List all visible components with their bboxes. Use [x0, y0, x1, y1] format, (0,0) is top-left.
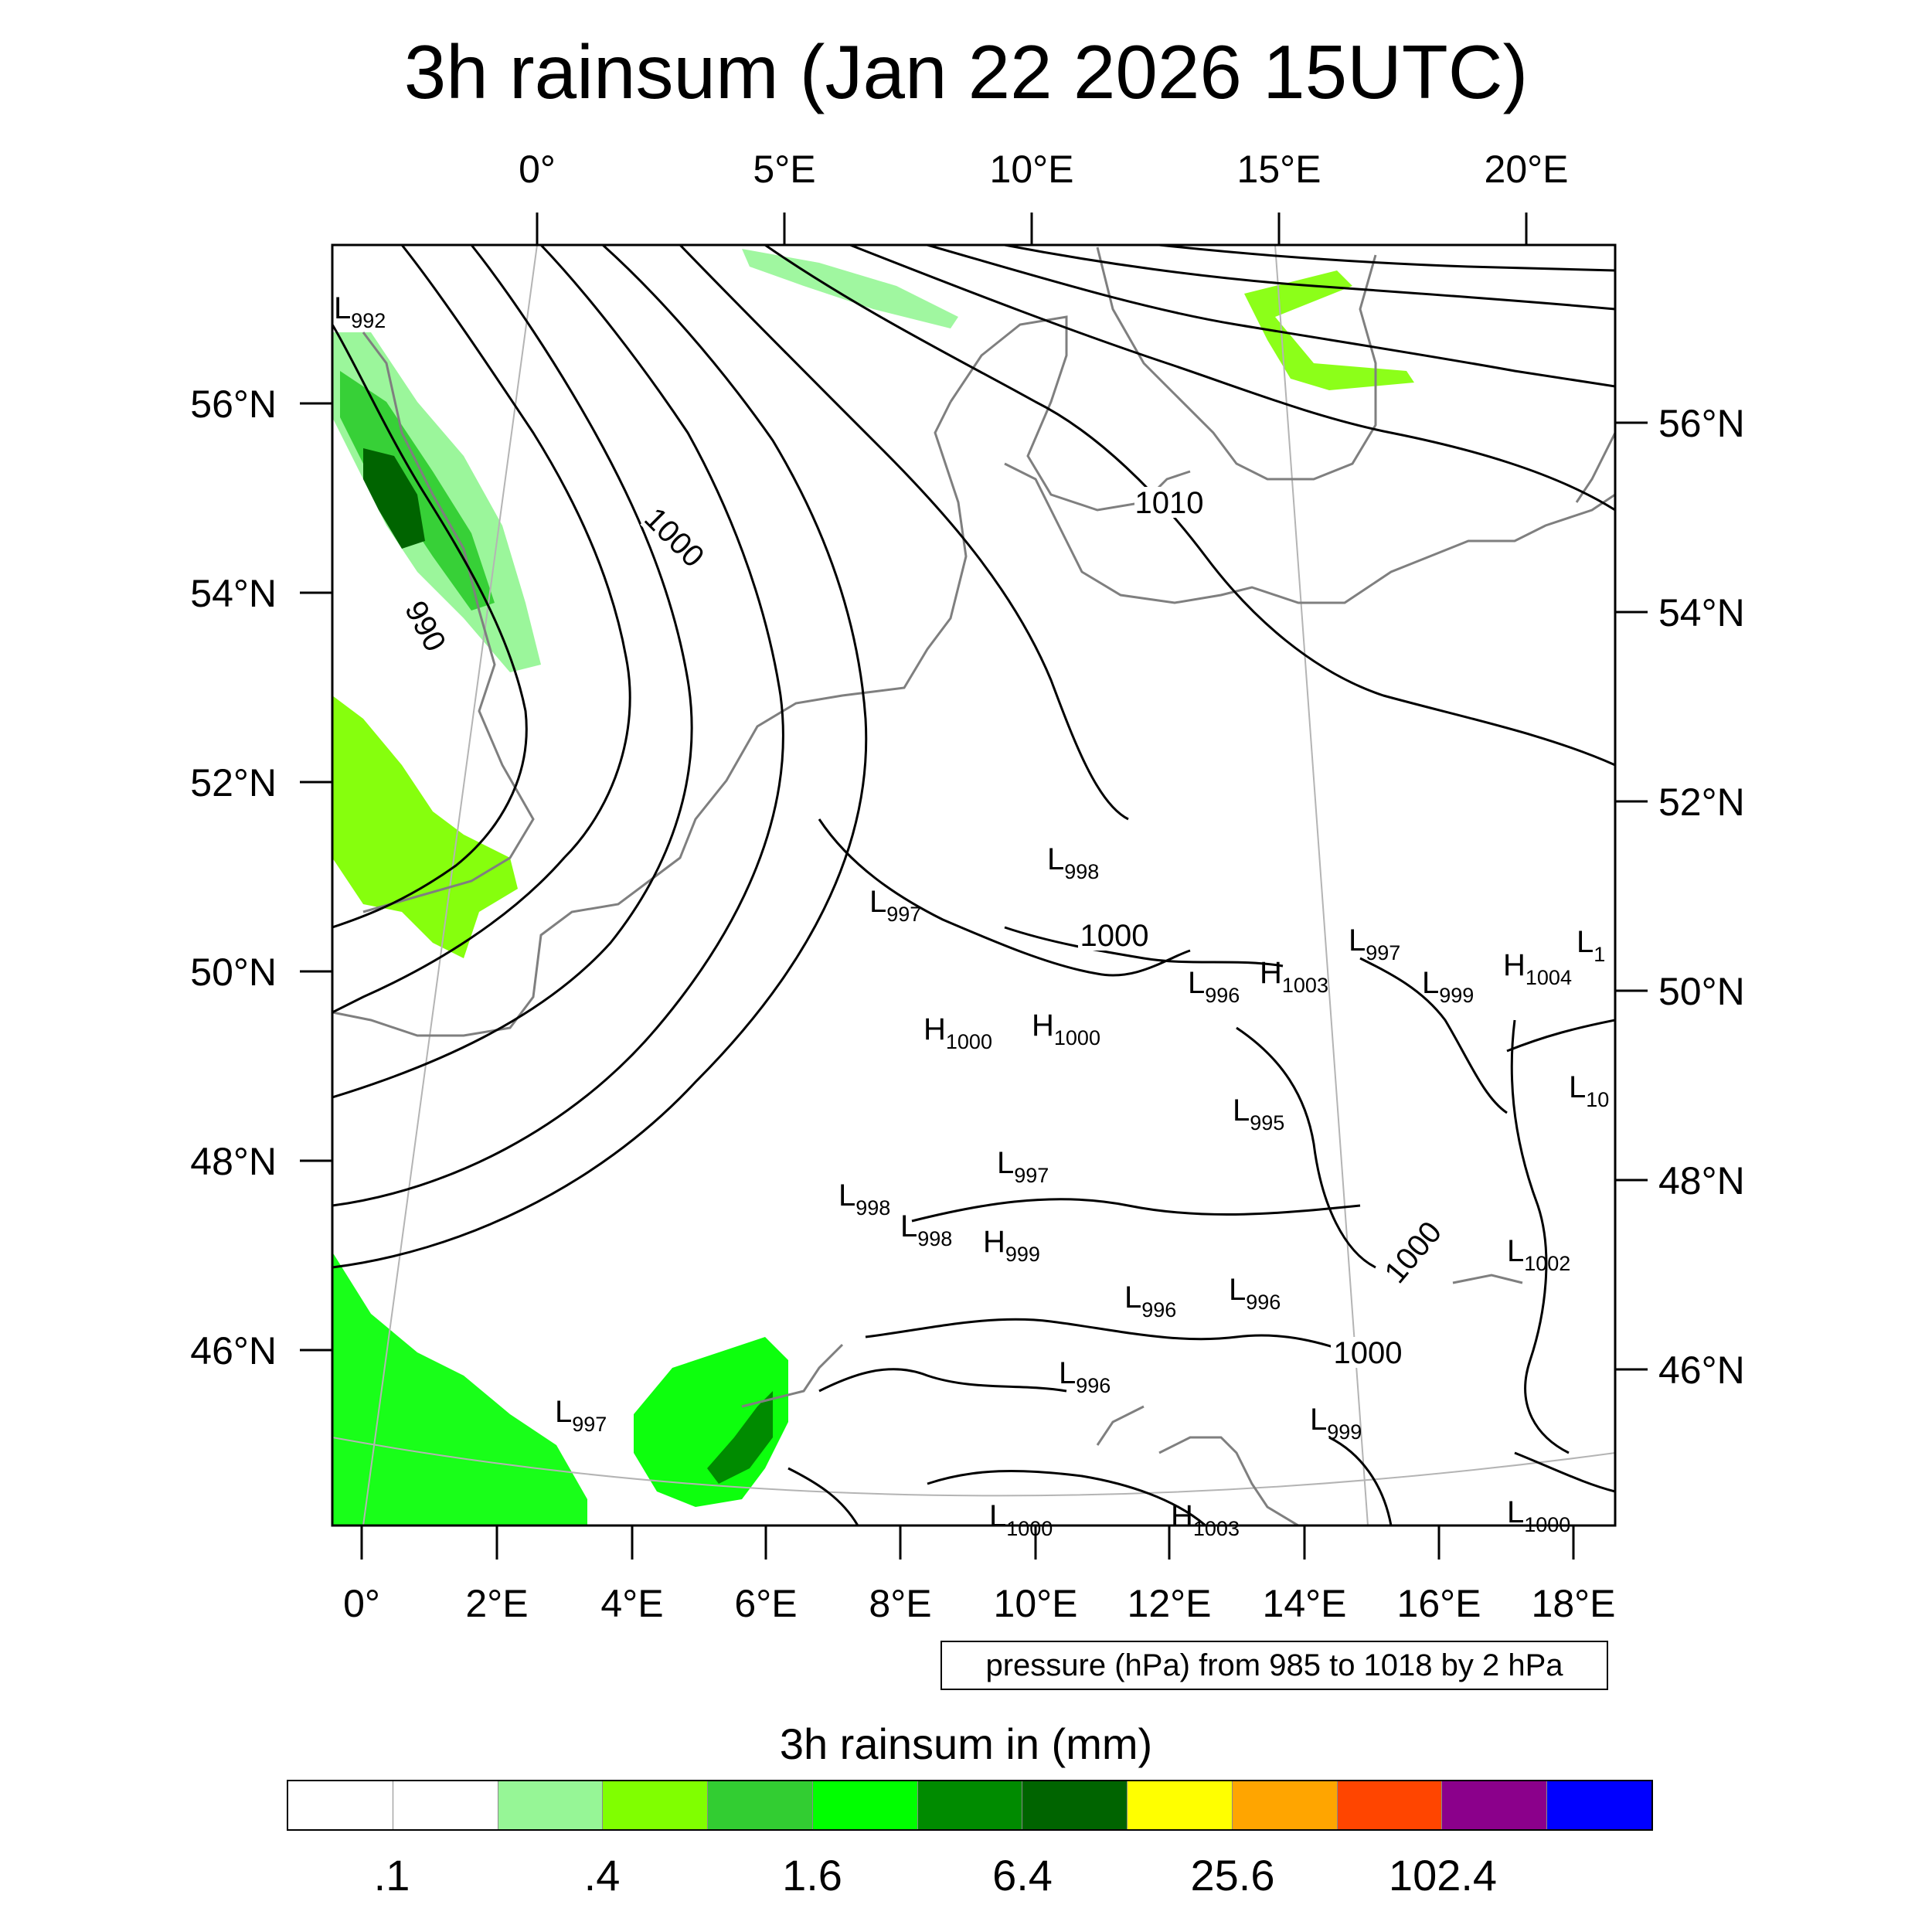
- right-latitude-label: 46°N: [1658, 1349, 1745, 1392]
- precip-north-sea-core: [340, 371, 495, 611]
- precip-baltic: [1244, 270, 1414, 390]
- colorbar-box: [1547, 1781, 1651, 1829]
- bottom-longitude-label: 4°E: [600, 1582, 663, 1625]
- right-latitude-label: 54°N: [1658, 591, 1745, 634]
- bottom-longitude-label: 12°E: [1128, 1582, 1212, 1625]
- colorbar-tick-label: 102.4: [1388, 1851, 1498, 1900]
- map-title: 3h rainsum (Jan 22 2026 15UTC): [403, 29, 1529, 114]
- bottom-longitude-label: 2°E: [465, 1582, 528, 1625]
- colorbar-box: [708, 1781, 813, 1829]
- precip-biscay: [332, 1252, 587, 1526]
- colorbar-box: [1022, 1781, 1128, 1829]
- bottom-longitude-label: 16°E: [1397, 1582, 1481, 1625]
- colorbar-box: [288, 1781, 393, 1829]
- isobar-label: 1000: [1080, 919, 1149, 953]
- colorbar-tick-label: 25.6: [1190, 1851, 1275, 1900]
- top-longitude-label: 15°E: [1237, 148, 1321, 191]
- colorbar-box: [393, 1781, 498, 1829]
- colorbar-box: [1232, 1781, 1338, 1829]
- colorbar-tick-label: 1.6: [782, 1851, 842, 1900]
- low-pressure-label: L998: [838, 1179, 890, 1219]
- bottom-longitude-label: 18°E: [1532, 1582, 1616, 1625]
- bottom-longitude-label: 14°E: [1263, 1582, 1347, 1625]
- precip-gulf-of-lion-max: [707, 1391, 773, 1484]
- colorbar-box: [603, 1781, 709, 1829]
- plot-frame: [331, 243, 1617, 1527]
- top-longitude-label: 10°E: [990, 148, 1074, 191]
- left-latitude-label: 48°N: [190, 1140, 277, 1183]
- isobar-label: 1010: [1135, 486, 1204, 520]
- precip-english-channel: [332, 696, 518, 958]
- right-latitude-label: 52°N: [1658, 781, 1745, 824]
- colorbar-box: [1128, 1781, 1233, 1829]
- colorbar-box: [812, 1781, 918, 1829]
- isobars: [332, 245, 1615, 1526]
- plot-area: [332, 245, 1615, 1526]
- colorbar-tick-label: .4: [583, 1851, 621, 1900]
- top-longitude-label: 5°E: [753, 148, 815, 191]
- colorbar-title: 3h rainsum in (mm): [779, 1719, 1153, 1768]
- bottom-longitude-label: 6°E: [734, 1582, 797, 1625]
- right-latitude-label: 48°N: [1658, 1159, 1745, 1202]
- precip-north-sea-max: [363, 448, 425, 549]
- colorbar-tick-label: 6.4: [992, 1851, 1053, 1900]
- left-latitude-label: 56°N: [190, 383, 277, 426]
- top-longitude-label: 20°E: [1485, 148, 1569, 191]
- bottom-longitude-label: 0°: [343, 1582, 380, 1625]
- precip-skagerrak: [742, 249, 958, 328]
- colorbar-box: [1442, 1781, 1548, 1829]
- left-latitude-label: 54°N: [190, 572, 277, 615]
- bottom-longitude-label: 8°E: [869, 1582, 931, 1625]
- left-latitude-label: 50°N: [190, 951, 277, 994]
- axis-ticks: [300, 213, 1648, 1560]
- colorbar-labels: .1 .4 1.6 6.4 25.6 102.4: [287, 1851, 1653, 1905]
- axis-tick-labels: 0° 5°E 10°E 15°E 20°E 0° 2°E 4°E 6°E 8°E 10°E 12°E 1…: [190, 148, 1744, 1625]
- colorbar-box: [1337, 1781, 1443, 1829]
- bottom-longitude-label: 10°E: [994, 1582, 1078, 1625]
- pressure-range-note: pressure (hPa) from 985 to 1018 by 2 hPa: [940, 1641, 1608, 1690]
- left-latitude-label: 46°N: [190, 1329, 277, 1372]
- top-longitude-label: 0°: [519, 148, 556, 191]
- colorbar-box: [498, 1781, 604, 1829]
- colorbar: [287, 1780, 1653, 1831]
- right-latitude-label: 56°N: [1658, 402, 1745, 445]
- left-latitude-label: 52°N: [190, 761, 277, 804]
- right-latitude-label: 50°N: [1658, 970, 1745, 1013]
- isobar-label: 1000: [1334, 1336, 1403, 1370]
- graticule: [332, 245, 1615, 1526]
- colorbar-box: [917, 1781, 1023, 1829]
- colorbar-tick-label: .1: [373, 1851, 410, 1900]
